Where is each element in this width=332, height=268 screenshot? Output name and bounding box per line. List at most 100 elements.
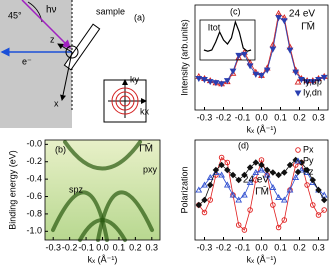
marker xyxy=(292,173,300,181)
band xyxy=(63,140,142,171)
marker xyxy=(201,209,208,216)
y-axis-title: Polarization xyxy=(179,166,189,213)
y-axis-title: Intensity (arb.units) xyxy=(179,19,189,96)
marker xyxy=(281,169,288,176)
marker xyxy=(246,63,254,70)
marker xyxy=(224,159,231,166)
marker xyxy=(275,171,282,179)
x-tick-label: 0.0 xyxy=(255,242,268,252)
marker xyxy=(280,196,288,203)
ky-label: ky xyxy=(130,74,140,84)
panel: -0.3 -0.2 -0.1 0.0 0.1 0.2 0.3-0.0-0.2-0.4-0.6… xyxy=(7,139,161,264)
marker xyxy=(269,46,277,53)
x-tick-label: 0.3 xyxy=(146,242,159,252)
fermi-ring xyxy=(119,95,131,107)
marker xyxy=(258,166,265,173)
marker xyxy=(218,81,225,88)
marker xyxy=(235,222,242,228)
marker xyxy=(252,168,260,176)
annotation-panel: (b) xyxy=(55,144,66,154)
marker xyxy=(206,173,214,181)
annotation-direction: Γ̄M̄ xyxy=(255,185,269,198)
x-tick-label: -0.3 xyxy=(197,112,213,122)
panel: -0.3 -0.2 -0.1 0.0 0.1 0.2 0.3 kₓ (Å⁻¹) Polariza… xyxy=(179,139,329,264)
x-axis-title: kₓ (Å⁻¹) xyxy=(247,254,277,264)
marker xyxy=(235,176,242,184)
marker xyxy=(303,166,311,174)
marker xyxy=(263,171,271,178)
marker xyxy=(263,67,271,74)
annotation-title: Itot xyxy=(208,22,221,32)
marker xyxy=(218,161,225,169)
marker xyxy=(309,176,317,184)
marker xyxy=(310,202,316,208)
legend-label: Pz xyxy=(303,166,314,176)
marker xyxy=(212,168,220,176)
x-tick-label: 0.2 xyxy=(129,242,142,252)
legend-marker xyxy=(294,168,302,176)
annotation-pxy: pxy xyxy=(143,164,158,174)
legend-label: Iy,up xyxy=(303,76,322,86)
frame xyxy=(199,19,256,61)
marker xyxy=(315,212,322,218)
fermi-ring xyxy=(115,91,135,111)
x-tick-label: -0.2 xyxy=(62,242,78,252)
legend-marker xyxy=(295,147,301,153)
y-tick-label: -0.4 xyxy=(26,174,42,184)
marker xyxy=(218,154,225,161)
marker xyxy=(229,171,237,179)
annotation-panel: (d) xyxy=(238,140,249,150)
marker xyxy=(270,202,276,208)
marker xyxy=(258,161,265,169)
marker xyxy=(235,53,243,61)
legend-marker xyxy=(294,157,302,164)
marker xyxy=(258,72,265,79)
legend-label: Px xyxy=(303,144,314,154)
x-tick-label: 0.3 xyxy=(312,112,325,122)
legend-label: Py xyxy=(303,155,314,165)
diagram: 45° hν sample (a) z e⁻ x ky kx xyxy=(0,0,150,128)
marker xyxy=(212,166,220,174)
x-tick-label: -0.1 xyxy=(235,112,251,122)
marker xyxy=(253,177,259,183)
marker xyxy=(207,197,213,203)
x-tick-label: 0.1 xyxy=(274,242,287,252)
marker xyxy=(223,78,231,85)
marker xyxy=(224,166,231,174)
marker xyxy=(252,71,260,78)
band xyxy=(96,190,154,242)
marker xyxy=(309,79,317,86)
annotation-panel: (c) xyxy=(230,6,241,16)
marker xyxy=(229,191,237,198)
legend-marker xyxy=(294,90,302,97)
x-tick-label: -0.3 xyxy=(197,242,213,252)
marker xyxy=(298,77,305,84)
panel-label: (a) xyxy=(134,12,145,22)
angle: 45° xyxy=(8,10,22,20)
marker xyxy=(235,52,243,59)
sample-spot xyxy=(65,45,79,59)
x-tick-label: -0.2 xyxy=(216,112,232,122)
marker xyxy=(269,169,277,176)
surface xyxy=(0,0,72,128)
y-tick-label: -0.8 xyxy=(26,208,42,218)
marker xyxy=(315,186,322,194)
x-tick-label: 0.0 xyxy=(96,242,109,252)
marker xyxy=(229,68,237,75)
marker xyxy=(201,196,208,204)
marker xyxy=(281,217,288,223)
marker xyxy=(263,166,271,174)
marker xyxy=(195,186,203,193)
marker xyxy=(223,181,231,188)
marker xyxy=(241,171,248,179)
y-tick-label: -1.0 xyxy=(26,226,42,236)
y-tick-label: -0.6 xyxy=(26,191,42,201)
marker xyxy=(241,51,248,58)
marker xyxy=(304,182,310,188)
marker xyxy=(292,69,300,76)
fermi-ring xyxy=(111,87,139,115)
annotation-direction: Γ̄M̄ xyxy=(301,20,315,33)
marker xyxy=(303,79,311,86)
marker xyxy=(298,166,305,173)
